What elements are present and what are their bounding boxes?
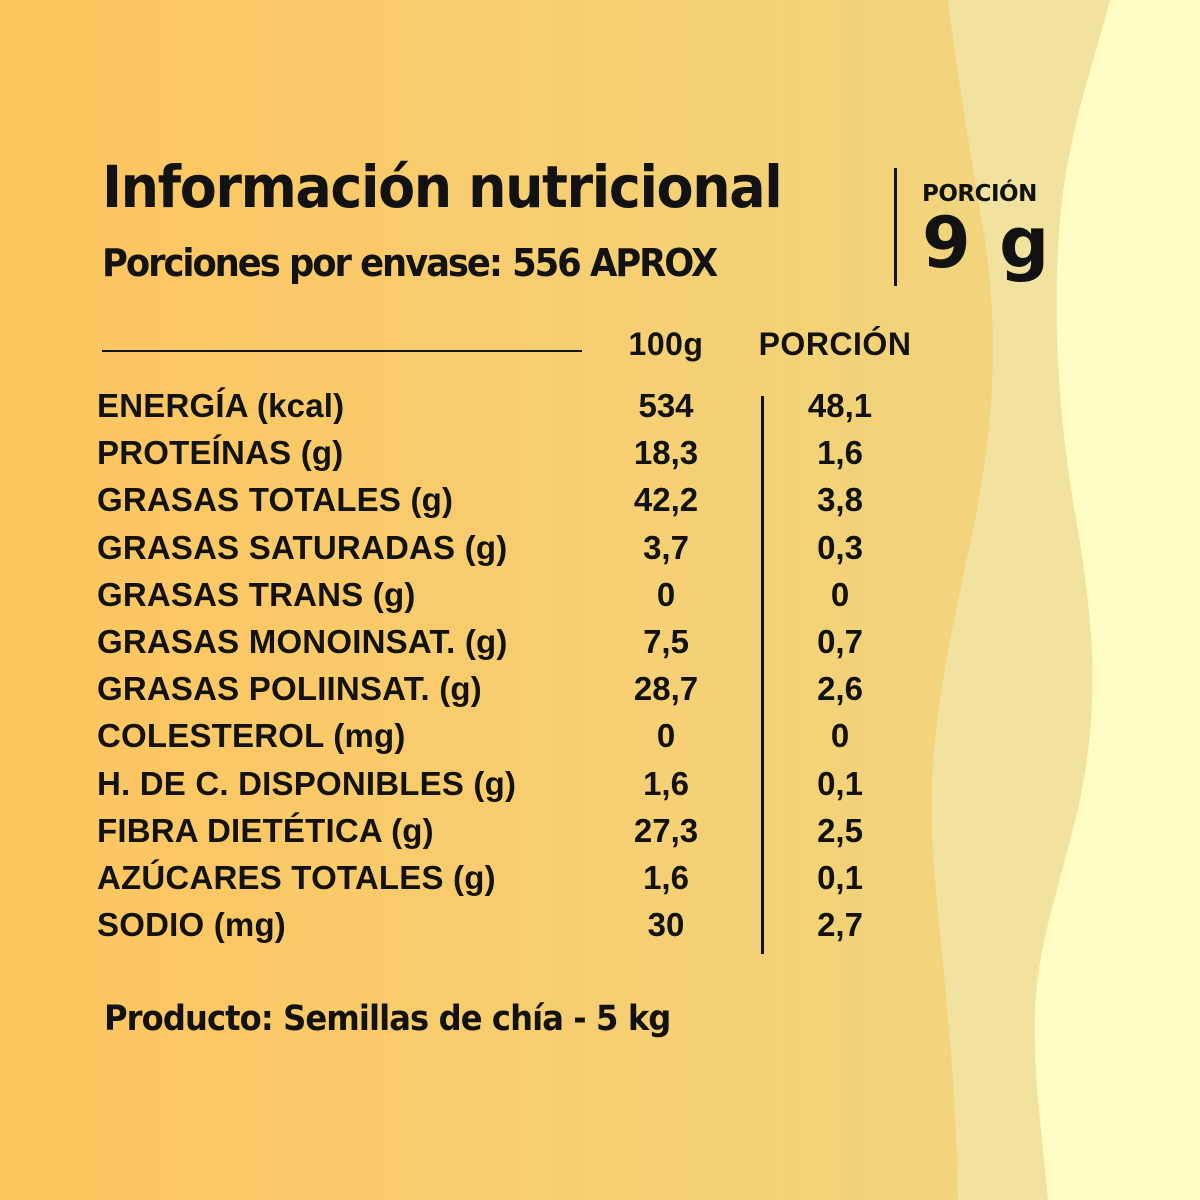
nutrient-name: PROTEÍNAS (g)	[97, 434, 344, 472]
table-row: H. DE C. DISPONIBLES (g) 1,6 0,1	[97, 762, 897, 809]
table-row: GRASAS TRANS (g) 0 0	[97, 573, 897, 620]
table-row: GRASAS SATURADAS (g) 3,7 0,3	[97, 526, 897, 573]
value-per-portion: 2,7	[817, 906, 863, 944]
table-row: GRASAS TOTALES (g) 42,2 3,8	[97, 478, 897, 525]
value-per-100g: 28,7	[633, 670, 699, 708]
value-per-portion: 0,7	[817, 622, 863, 660]
nutrient-name: COLESTEROL (mg)	[97, 717, 406, 755]
nutrient-name: GRASAS MONOINSAT. (g)	[97, 622, 508, 660]
table-row: SODIO (mg) 30 2,7	[97, 903, 897, 950]
value-per-portion: 0,1	[817, 858, 863, 896]
nutrient-name: H. DE C. DISPONIBLES (g)	[97, 764, 517, 802]
table-row: GRASAS POLIINSAT. (g) 28,7 2,6	[97, 667, 897, 714]
table-row: FIBRA DIETÉTICA (g) 27,3 2,5	[97, 809, 897, 856]
table-row: AZÚCARES TOTALES (g) 1,6 0,1	[97, 856, 897, 903]
value-per-100g: 3,7	[643, 528, 689, 566]
value-per-portion: 3,8	[817, 481, 863, 519]
column-header-100g: 100g	[628, 326, 704, 362]
value-per-portion: 0,1	[817, 764, 863, 802]
nutrient-name: ENERGÍA (kcal)	[97, 387, 345, 424]
value-per-100g: 42,2	[633, 481, 699, 519]
nutrient-name: GRASAS SATURADAS (g)	[97, 528, 508, 566]
value-per-100g: 7,5	[643, 622, 689, 660]
value-per-portion: 0,3	[817, 528, 863, 566]
nutrient-name: SODIO (mg)	[97, 906, 286, 944]
nutrition-table: ENERGÍA (kcal) 534 48,1 PROTEÍNAS (g) 18…	[97, 384, 897, 950]
table-row: COLESTEROL (mg) 0 0	[97, 714, 897, 761]
value-per-portion: 0	[830, 575, 850, 613]
value-per-100g: 0	[656, 575, 676, 613]
portion-size-value: 9 g	[922, 202, 1052, 284]
product-description: Producto: Semillas de chía - 5 kg	[104, 999, 671, 1039]
nutrient-name: GRASAS TOTALES (g)	[97, 481, 454, 519]
value-per-100g: 18,3	[633, 434, 699, 472]
portion-size-label: PORCIÓN	[922, 181, 1037, 207]
header-divider	[894, 168, 897, 286]
nutrient-name: GRASAS POLIINSAT. (g)	[97, 670, 482, 708]
servings-per-container: Porciones por envase: 556 APROX	[102, 241, 718, 285]
value-per-100g: 1,6	[643, 858, 689, 896]
wave-light-band	[1034, 0, 1200, 1200]
table-header-rule	[102, 350, 582, 352]
value-per-100g: 0	[656, 717, 676, 755]
value-per-portion: 48,1	[807, 387, 873, 424]
servings-value: 556 APROX	[512, 241, 718, 285]
servings-label: Porciones por envase:	[102, 241, 503, 285]
nutrient-name: FIBRA DIETÉTICA (g)	[97, 811, 434, 849]
table-row: GRASAS MONOINSAT. (g) 7,5 0,7	[97, 620, 897, 667]
table-row: PROTEÍNAS (g) 18,3 1,6	[97, 431, 897, 478]
page-title: Información nutricional	[102, 153, 783, 221]
value-per-portion: 0	[830, 717, 850, 755]
table-row: ENERGÍA (kcal) 534 48,1	[97, 384, 897, 431]
value-per-100g: 30	[647, 906, 685, 944]
column-divider	[761, 396, 764, 954]
value-per-100g: 534	[638, 387, 694, 424]
value-per-100g: 1,6	[643, 764, 689, 802]
value-per-portion: 2,5	[817, 811, 863, 849]
value-per-portion: 1,6	[817, 434, 863, 472]
value-per-100g: 27,3	[633, 811, 699, 849]
nutrient-name: GRASAS TRANS (g)	[97, 575, 416, 613]
value-per-portion: 2,6	[817, 670, 863, 708]
nutrient-name: AZÚCARES TOTALES (g)	[97, 858, 496, 896]
column-header-portion: PORCIÓN	[758, 326, 912, 362]
